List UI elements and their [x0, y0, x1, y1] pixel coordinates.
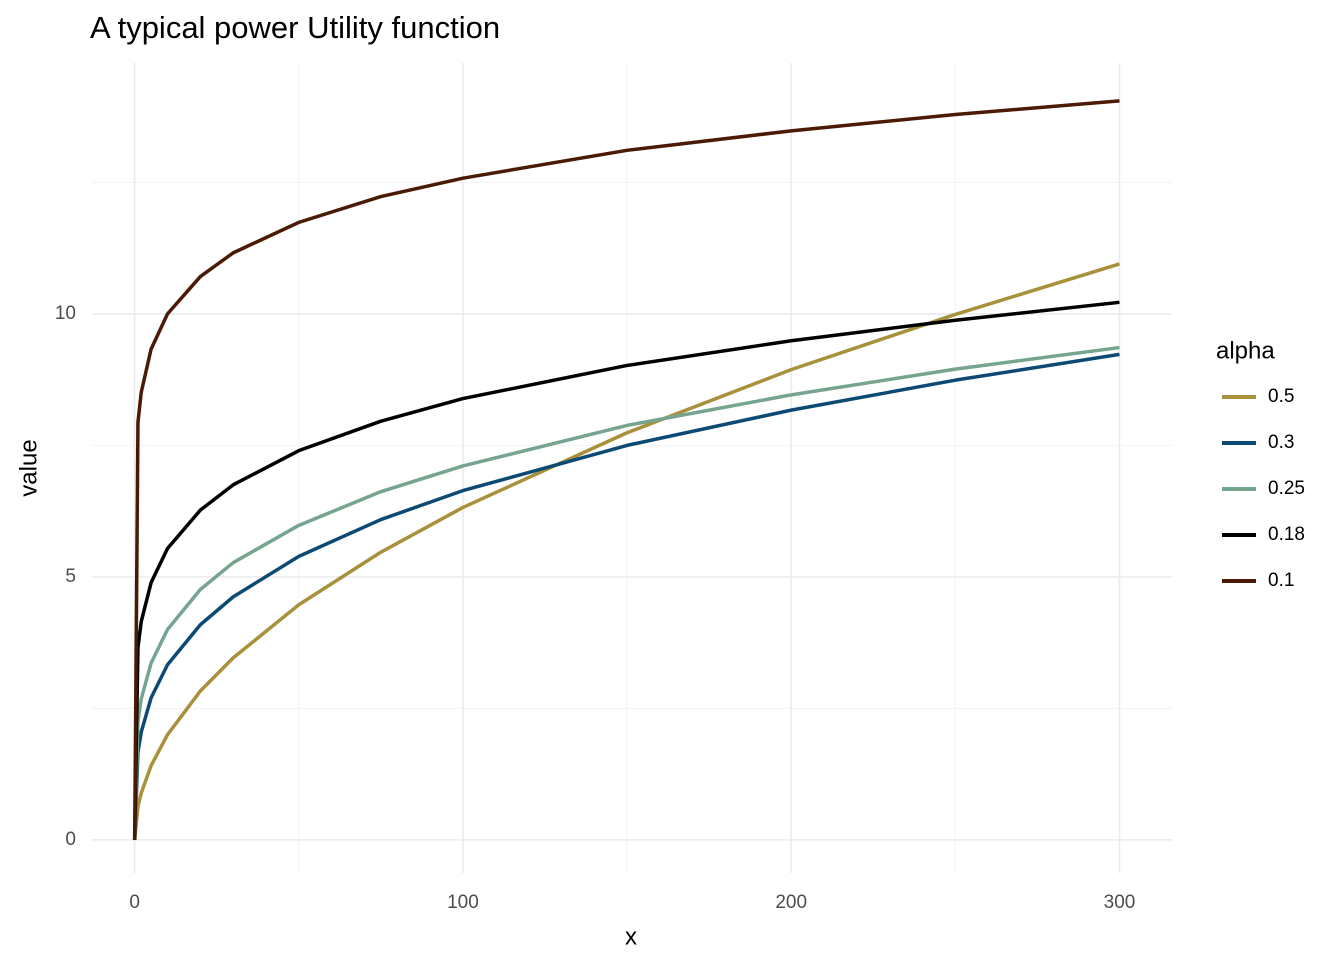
y-tick-label: 5	[65, 566, 76, 587]
legend-title: alpha	[1216, 337, 1275, 364]
legend-label: 0.3	[1268, 432, 1294, 453]
line	[132, 345, 1120, 840]
line	[132, 300, 1120, 840]
legend-label: 0.5	[1268, 386, 1294, 407]
x-tick-label: 0	[129, 892, 140, 913]
grid	[92, 63, 1172, 873]
legend-label: 0.25	[1268, 478, 1305, 499]
line	[132, 262, 1120, 841]
chart-title: A typical power Utility function	[90, 10, 500, 45]
y-axis-label: value	[15, 439, 42, 496]
line	[132, 352, 1120, 840]
legend-label: 0.18	[1268, 524, 1305, 545]
legend-label: 0.1	[1268, 570, 1294, 591]
x-tick-label: 300	[1104, 892, 1136, 913]
y-tick-label: 0	[65, 829, 76, 850]
x-tick-label: 100	[447, 892, 479, 913]
x-axis-label: x	[625, 923, 637, 950]
x-tick-label: 200	[775, 892, 807, 913]
line	[132, 99, 1120, 840]
y-tick-label: 10	[55, 303, 76, 324]
